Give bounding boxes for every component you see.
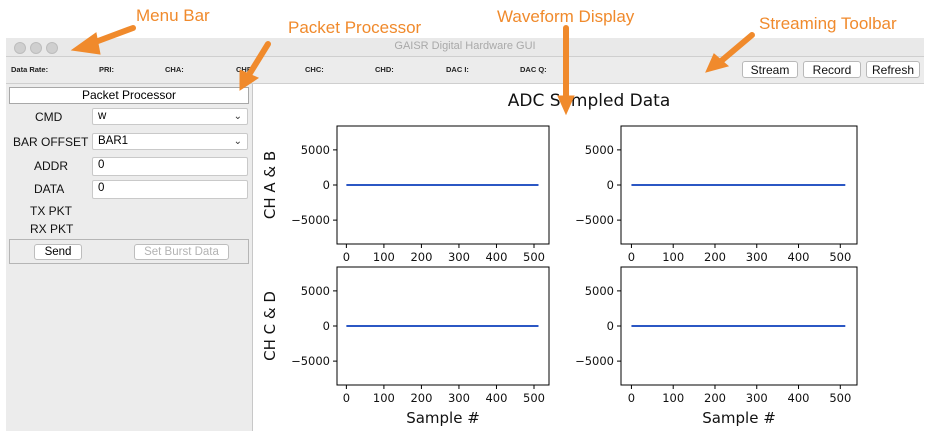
action-buttons-group: Send Set Burst Data [9, 239, 249, 264]
x-tick-label: 300 [746, 391, 768, 405]
x-tick-label: 0 [628, 250, 635, 264]
status-chc: CHC: [305, 65, 324, 74]
x-tick-label: 400 [485, 391, 507, 405]
set-burst-data-button[interactable]: Set Burst Data [134, 244, 229, 260]
refresh-button[interactable]: Refresh [866, 61, 920, 78]
minimize-window-button[interactable] [30, 42, 42, 54]
annotation-waveform-display: Waveform Display [497, 7, 635, 26]
packet-processor-panel: Packet Processor CMD w ⌄ BAR OFFSET BAR1… [6, 84, 253, 431]
cmd-label: CMD [35, 110, 63, 124]
annotation-packet-processor: Packet Processor [288, 18, 422, 37]
tx-pkt-label: TX PKT [30, 204, 73, 218]
chevron-down-icon: ⌄ [233, 136, 242, 147]
x-tick-label: 500 [829, 391, 851, 405]
zoom-window-button[interactable] [46, 42, 58, 54]
y-tick-label: −5000 [291, 354, 330, 368]
waveform-display: ADC Sampled Data 5000 0 −5000 0 100 200 300 400 5… [253, 84, 924, 431]
y-tick-label: −5000 [291, 213, 330, 227]
x-tick-label: 100 [373, 391, 395, 405]
status-dac-i: DAC I: [446, 65, 469, 74]
x-tick-label: 500 [523, 391, 545, 405]
x-tick-label: 0 [343, 391, 350, 405]
bar-offset-select[interactable]: BAR1 ⌄ [92, 133, 248, 150]
x-tick-label: 100 [373, 250, 395, 264]
status-dac-q: DAC Q: [520, 65, 547, 74]
status-data-rate: Data Rate: [11, 65, 49, 74]
y-tick-label: 0 [323, 178, 330, 192]
y-tick-label: 0 [323, 319, 330, 333]
window-title: GAISR Digital Hardware GUI [394, 40, 536, 52]
bar-offset-label: BAR OFFSET [13, 135, 89, 149]
x-tick-label: 400 [788, 250, 810, 264]
x-tick-label: 300 [448, 391, 470, 405]
annotation-streaming-toolbar: Streaming Toolbar [759, 14, 897, 33]
close-window-button[interactable] [14, 42, 26, 54]
status-chb: CHB: [236, 65, 255, 74]
x-tick-label: 400 [788, 391, 810, 405]
record-button[interactable]: Record [803, 61, 861, 78]
x-tick-label: 100 [662, 250, 684, 264]
status-chd: CHD: [375, 65, 394, 74]
data-input[interactable]: 0 [92, 180, 248, 199]
x-tick-label: 200 [704, 391, 726, 405]
y-tick-label: 5000 [585, 284, 614, 298]
cmd-value: w [98, 110, 107, 122]
x-tick-label: 200 [704, 250, 726, 264]
y-tick-label: 0 [607, 319, 614, 333]
x-tick-label: 400 [485, 250, 507, 264]
x-tick-label: 300 [746, 250, 768, 264]
addr-label: ADDR [34, 159, 69, 173]
x-tick-label: 200 [410, 250, 432, 264]
bar-offset-value: BAR1 [98, 135, 129, 147]
chevron-down-icon: ⌄ [233, 111, 242, 122]
status-toolbar: Data Rate: PRI: CHA: CHB: CHC: CHD: DAC … [6, 57, 924, 84]
x-tick-label: 500 [523, 250, 545, 264]
y-axis-label: CH C & D [261, 291, 279, 361]
rx-pkt-label: RX PKT [30, 222, 74, 236]
y-tick-label: 5000 [301, 143, 330, 157]
y-tick-label: −5000 [575, 354, 614, 368]
x-tick-label: 300 [448, 250, 470, 264]
y-tick-label: 5000 [301, 284, 330, 298]
x-tick-label: 500 [829, 250, 851, 264]
x-tick-label: 100 [662, 391, 684, 405]
data-label: DATA [34, 182, 65, 196]
chart-title: ADC Sampled Data [508, 91, 671, 111]
x-axis-label: Sample # [406, 409, 480, 427]
x-tick-label: 200 [410, 391, 432, 405]
x-tick-label: 0 [628, 391, 635, 405]
x-axis-label: Sample # [702, 409, 776, 427]
y-axis-label: CH A & B [261, 151, 279, 219]
x-tick-label: 0 [343, 250, 350, 264]
stream-button[interactable]: Stream [742, 61, 798, 78]
y-tick-label: 0 [607, 178, 614, 192]
y-tick-label: 5000 [585, 143, 614, 157]
send-button[interactable]: Send [34, 244, 82, 260]
status-pri: PRI: [99, 65, 114, 74]
status-cha: CHA: [165, 65, 184, 74]
window-titlebar: GAISR Digital Hardware GUI [6, 38, 924, 57]
packet-processor-title: Packet Processor [9, 87, 249, 104]
addr-input[interactable]: 0 [92, 157, 248, 176]
annotation-menu-bar: Menu Bar [136, 6, 210, 25]
cmd-select[interactable]: w ⌄ [92, 108, 248, 125]
y-tick-label: −5000 [575, 213, 614, 227]
